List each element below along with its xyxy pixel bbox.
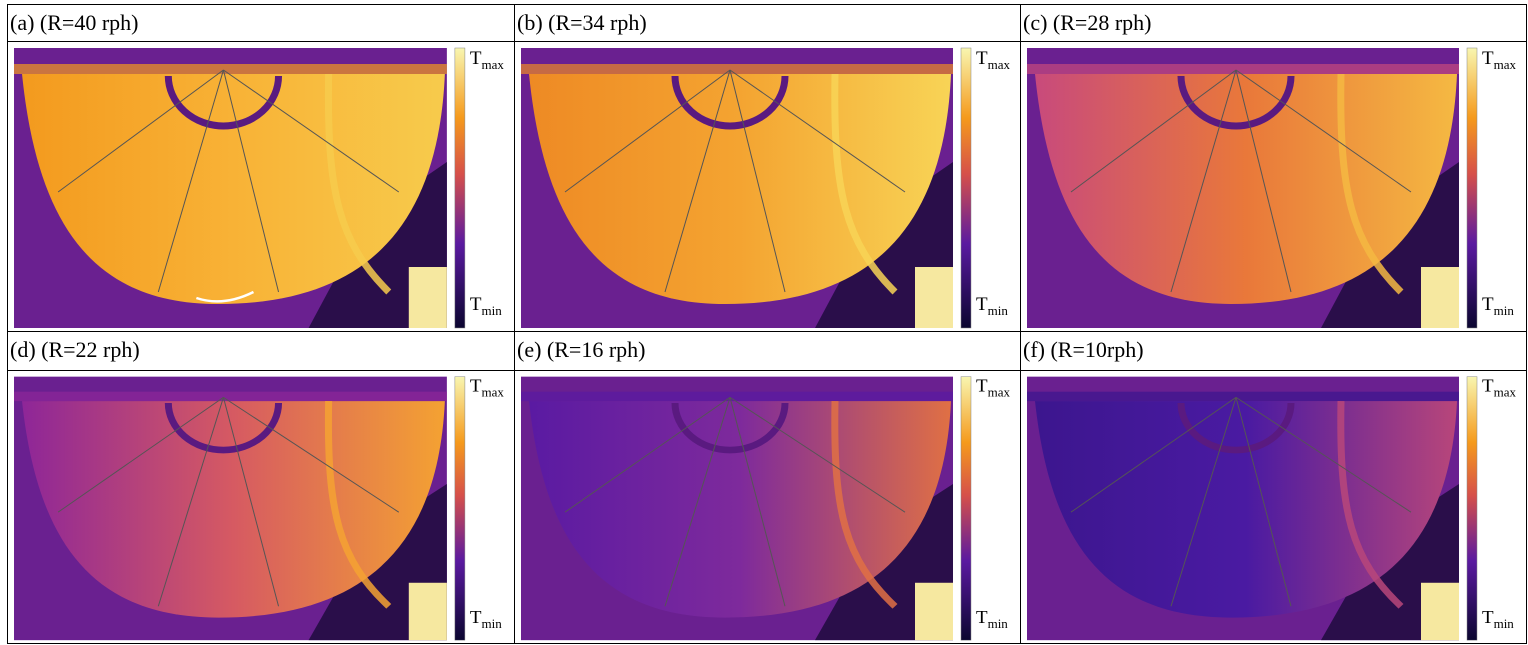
colorbar-symbol: T (1482, 376, 1494, 395)
colorbar (1467, 377, 1477, 641)
panel-grid: (a) (R=40 rph)(b) (R=34 rph)(c) (R=28 rp… (7, 4, 1527, 644)
colorbar-min: Tmin (1482, 608, 1515, 631)
colorbar-max: Tmax (470, 376, 505, 399)
colorbar-symbol: T (1482, 48, 1494, 69)
colorbar-max: Tmax (1482, 376, 1517, 399)
colorbar-symbol: T (470, 48, 482, 69)
colorbar-max: Tmax (976, 376, 1011, 399)
colorbar-min: Tmin (976, 608, 1009, 631)
bright-block (409, 583, 447, 640)
colorbar-subscript: min (1494, 617, 1515, 631)
colorbar-subscript: min (1494, 303, 1515, 318)
colorbar-subscript: max (1494, 57, 1517, 72)
colorbar-max: Tmax (1482, 48, 1516, 72)
panel-label: (d) (R=22 rph) (8, 332, 514, 370)
colorbar (1467, 48, 1477, 328)
figure: (a) (R=40 rph)(b) (R=34 rph)(c) (R=28 rp… (0, 0, 1528, 645)
bright-block (409, 267, 447, 328)
colorbar-symbol: T (976, 294, 988, 315)
colorbar-subscript: max (482, 386, 505, 400)
colorbar-subscript: max (482, 57, 505, 72)
frame-bar (1027, 64, 1459, 74)
colorbar-subscript: min (988, 617, 1009, 631)
colorbar (455, 377, 465, 641)
frame-bar (14, 392, 447, 401)
colorbar-subscript: max (988, 386, 1011, 400)
colorbar-symbol: T (976, 376, 988, 395)
colorbar-symbol: T (1482, 608, 1494, 627)
panel-label: (b) (R=34 rph) (515, 5, 1020, 41)
colorbar-min: Tmin (976, 294, 1008, 318)
colorbar (455, 48, 465, 328)
panel-label: (c) (R=28 rph) (1021, 5, 1526, 41)
colorbar (961, 48, 971, 328)
frame-bar (1027, 392, 1459, 401)
panel-label: (f) (R=10rph) (1021, 332, 1526, 370)
colorbar (961, 377, 971, 641)
bright-block (1421, 267, 1459, 328)
frame-bar (521, 64, 953, 74)
panel-label: (a) (R=40 rph) (8, 5, 514, 41)
colorbar-subscript: min (482, 617, 503, 631)
frame-bar (14, 64, 447, 74)
bright-block (915, 267, 953, 328)
colorbar-max: Tmax (470, 48, 505, 72)
colorbar-max: Tmax (976, 48, 1010, 72)
bright-block (915, 583, 953, 640)
colorbar-min: Tmin (470, 608, 503, 631)
colorbar-min: Tmin (470, 294, 502, 318)
frame-bar (521, 392, 953, 401)
bright-block (1421, 583, 1459, 640)
colorbar-subscript: min (988, 303, 1009, 318)
colorbar-symbol: T (470, 608, 482, 627)
colorbar-symbol: T (470, 376, 482, 395)
colorbar-subscript: max (1494, 386, 1517, 400)
colorbar-symbol: T (1482, 294, 1494, 315)
colorbar-subscript: max (988, 57, 1011, 72)
panel-label: (e) (R=16 rph) (515, 332, 1020, 370)
colorbar-symbol: T (976, 608, 988, 627)
colorbar-symbol: T (976, 48, 988, 69)
colorbar-min: Tmin (1482, 294, 1514, 318)
colorbar-subscript: min (482, 303, 503, 318)
colorbar-symbol: T (470, 294, 482, 315)
